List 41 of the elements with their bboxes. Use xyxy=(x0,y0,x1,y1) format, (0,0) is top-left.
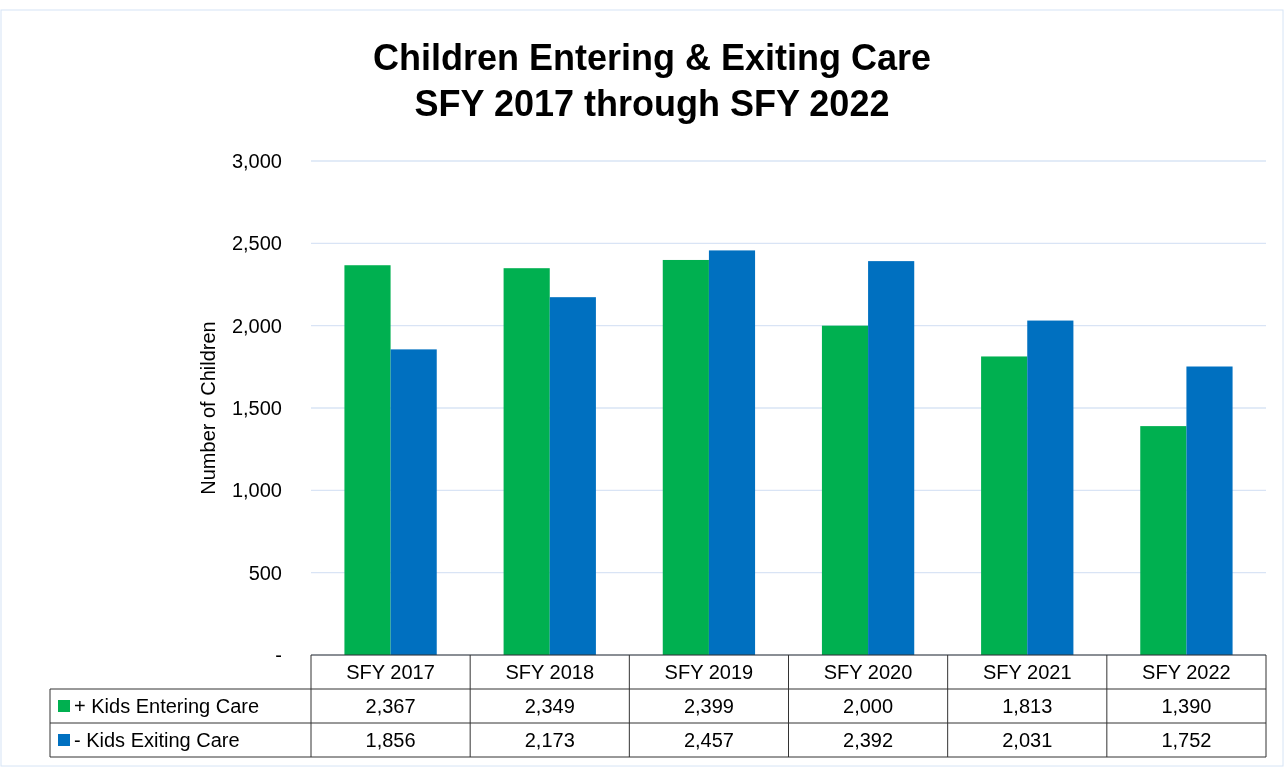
bar xyxy=(662,259,709,655)
data-label: 2,367 xyxy=(365,695,416,717)
bar xyxy=(344,265,391,655)
bar xyxy=(503,268,550,655)
y-tick-label: 2,000 xyxy=(231,314,282,337)
x-tick-label: SFY 2019 xyxy=(664,661,754,683)
legend-label: - Kids Exiting Care xyxy=(74,729,240,751)
bar xyxy=(1140,426,1187,655)
data-label: 2,173 xyxy=(524,729,575,751)
x-tick-label: SFY 2021 xyxy=(982,661,1072,683)
y-tick-label: 500 xyxy=(248,561,282,584)
data-label: 2,000 xyxy=(843,695,894,717)
bar xyxy=(390,349,437,655)
data-label: 2,031 xyxy=(1002,729,1053,751)
y-tick-label: 1,500 xyxy=(231,397,282,419)
data-label: 1,752 xyxy=(1161,729,1212,751)
bar xyxy=(1027,320,1074,655)
data-label: 2,392 xyxy=(843,729,894,751)
y-axis-title: Number of Children xyxy=(197,321,219,495)
chart-title: Children Entering & Exiting Care SFY 2017 through SFY 2022 xyxy=(372,37,932,124)
data-label: 1,813 xyxy=(1002,695,1053,717)
data-label: 2,399 xyxy=(683,695,734,717)
y-tick-label: 3,000 xyxy=(231,150,282,172)
bar xyxy=(821,325,869,655)
data-label: 1,390 xyxy=(1161,695,1212,717)
x-tick-label: SFY 2020 xyxy=(823,661,913,683)
bar xyxy=(549,297,596,655)
data-label: 1,856 xyxy=(365,729,416,751)
bar xyxy=(868,261,915,655)
x-tick-label: SFY 2017 xyxy=(346,661,435,683)
bar xyxy=(708,250,756,655)
y-tick-label: - xyxy=(275,644,282,666)
data-label: 2,457 xyxy=(683,729,734,751)
y-tick-label: 2,500 xyxy=(231,232,282,255)
x-tick-label: SFY 2018 xyxy=(505,661,595,683)
y-tick-label: 1,000 xyxy=(231,479,282,502)
x-tick-label: SFY 2022 xyxy=(1142,661,1231,683)
data-label: 2,349 xyxy=(524,695,575,717)
bar xyxy=(981,356,1028,655)
bar xyxy=(1186,366,1233,655)
legend-label: + Kids Entering Care xyxy=(74,695,260,717)
